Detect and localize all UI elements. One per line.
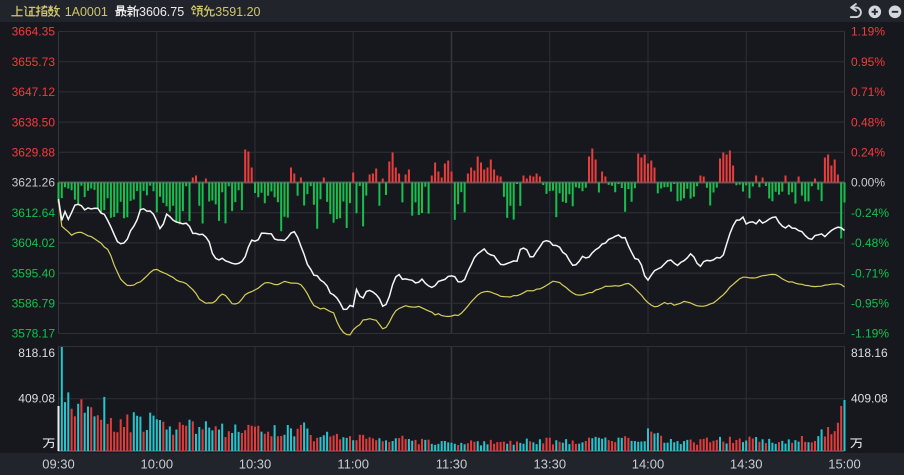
svg-text:3586.79: 3586.79 <box>12 297 56 311</box>
svg-text:3647.12: 3647.12 <box>12 85 56 99</box>
svg-text:0.00%: 0.00% <box>851 176 885 190</box>
svg-text:14:00: 14:00 <box>632 457 665 472</box>
svg-text:10:00: 10:00 <box>141 457 174 472</box>
svg-text:-0.48%: -0.48% <box>851 236 889 250</box>
svg-text:3604.02: 3604.02 <box>12 236 56 250</box>
svg-text:3664.35: 3664.35 <box>12 25 56 39</box>
svg-text:3638.50: 3638.50 <box>12 115 56 129</box>
svg-text:409.08: 409.08 <box>851 391 888 405</box>
svg-text:1.19%: 1.19% <box>851 25 885 39</box>
svg-text:0.71%: 0.71% <box>851 85 885 99</box>
svg-text:0.48%: 0.48% <box>851 115 885 129</box>
svg-text:-0.24%: -0.24% <box>851 206 889 220</box>
svg-text:-0.71%: -0.71% <box>851 266 889 280</box>
svg-text:-1.19%: -1.19% <box>851 327 889 341</box>
svg-text:15:00: 15:00 <box>828 457 861 472</box>
svg-text:-0.95%: -0.95% <box>851 297 889 311</box>
svg-text:10:30: 10:30 <box>239 457 272 472</box>
svg-text:09:30: 09:30 <box>42 457 75 472</box>
svg-text:3578.17: 3578.17 <box>12 327 56 341</box>
svg-text:3621.26: 3621.26 <box>12 176 56 190</box>
svg-text:409.08: 409.08 <box>18 391 55 405</box>
svg-text:818.16: 818.16 <box>18 346 55 360</box>
svg-text:1A0001: 1A0001 <box>65 5 108 19</box>
svg-text:0.24%: 0.24% <box>851 146 885 160</box>
svg-text:11:30: 11:30 <box>436 457 468 472</box>
svg-text:0.95%: 0.95% <box>851 55 885 69</box>
svg-text:3629.88: 3629.88 <box>12 146 56 160</box>
svg-text:11:00: 11:00 <box>337 457 369 472</box>
svg-text:3655.73: 3655.73 <box>12 55 56 69</box>
svg-text:3612.64: 3612.64 <box>12 206 56 220</box>
svg-text:3591.20: 3591.20 <box>215 5 260 19</box>
svg-text:818.16: 818.16 <box>851 346 888 360</box>
svg-text:3606.75: 3606.75 <box>139 5 184 19</box>
svg-text:13:30: 13:30 <box>534 457 567 472</box>
svg-text:3595.40: 3595.40 <box>12 266 56 280</box>
svg-text:14:30: 14:30 <box>730 457 763 472</box>
